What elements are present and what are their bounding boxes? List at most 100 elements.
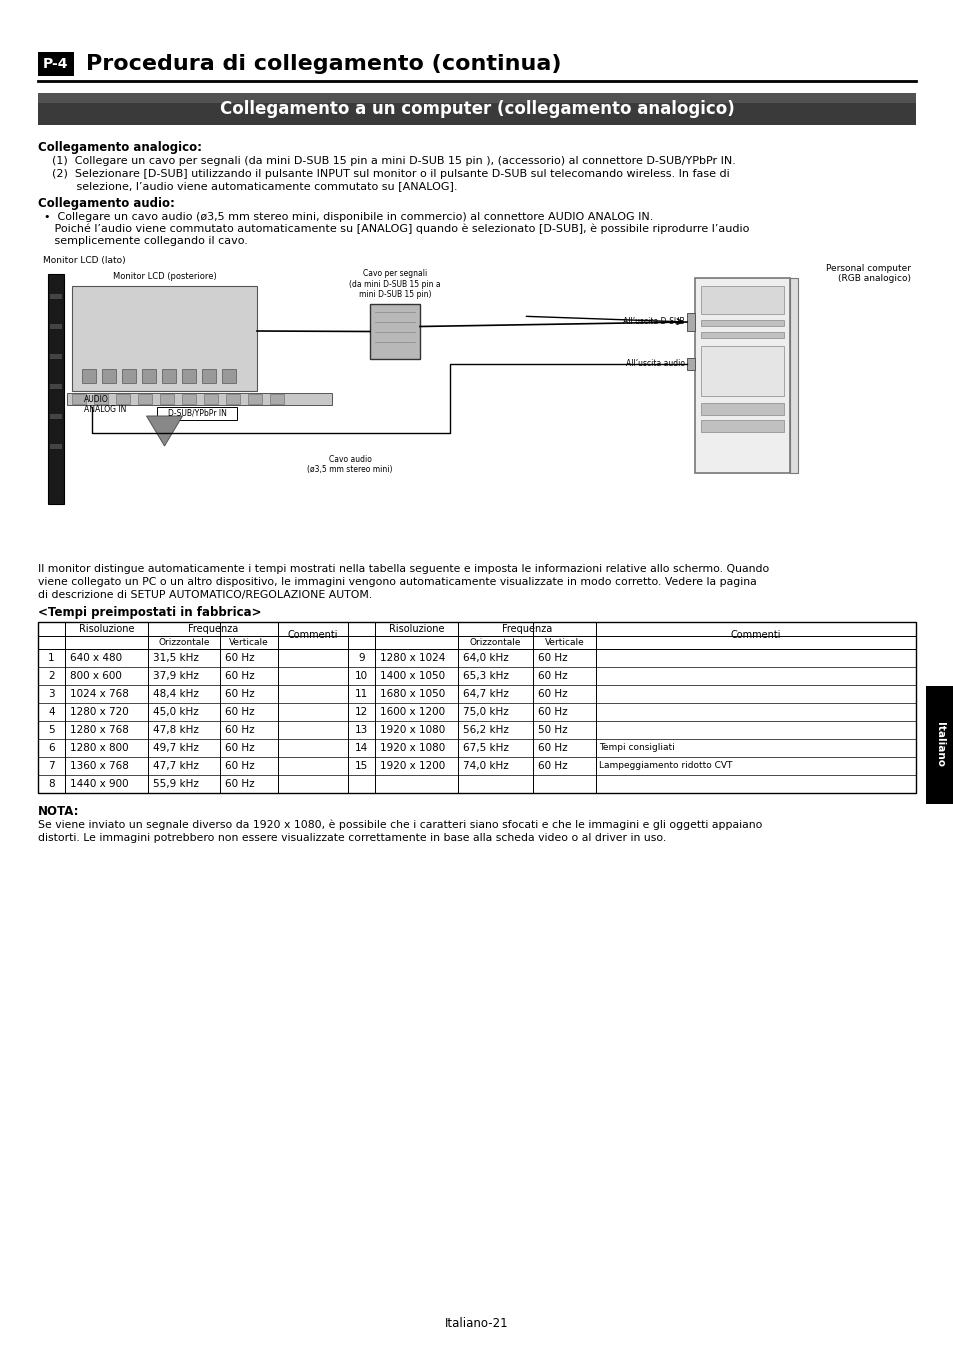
Text: 15: 15: [355, 761, 368, 771]
Bar: [116, 394, 130, 404]
Text: Il monitor distingue automaticamente i tempi mostrati nella tabella seguente e i: Il monitor distingue automaticamente i t…: [38, 564, 768, 574]
Bar: [38, 93, 915, 126]
Text: 60 Hz: 60 Hz: [225, 688, 254, 699]
Text: 60 Hz: 60 Hz: [225, 653, 254, 663]
Text: 1280 x 720: 1280 x 720: [70, 707, 129, 717]
Text: 31,5 kHz: 31,5 kHz: [152, 653, 198, 663]
Text: Orizzontale: Orizzontale: [469, 639, 520, 647]
Bar: [222, 369, 235, 383]
Bar: [202, 369, 215, 383]
Text: 60 Hz: 60 Hz: [537, 743, 567, 753]
Bar: [370, 304, 419, 359]
Text: Collegamento audio:: Collegamento audio:: [38, 197, 174, 211]
Text: 49,7 kHz: 49,7 kHz: [152, 743, 198, 753]
Text: Monitor LCD (lato): Monitor LCD (lato): [43, 256, 126, 265]
Bar: [82, 369, 96, 383]
Text: 1680 x 1050: 1680 x 1050: [379, 688, 445, 699]
Bar: [789, 278, 797, 472]
Bar: [138, 394, 152, 404]
Text: 1920 x 1080: 1920 x 1080: [379, 743, 445, 753]
Text: 55,9 kHz: 55,9 kHz: [152, 779, 198, 788]
Bar: [102, 369, 116, 383]
Text: 50 Hz: 50 Hz: [537, 725, 567, 734]
Bar: [157, 406, 236, 420]
Text: Tempi consigliati: Tempi consigliati: [598, 744, 674, 752]
Bar: [38, 93, 915, 103]
Text: Collegamento analogico:: Collegamento analogico:: [38, 140, 202, 154]
Text: distorti. Le immagini potrebbero non essere visualizzate correttamente in base a: distorti. Le immagini potrebbero non ess…: [38, 833, 665, 842]
Text: D-SUB/YPbPr IN: D-SUB/YPbPr IN: [168, 409, 226, 418]
Bar: [182, 369, 195, 383]
Text: 1280 x 1024: 1280 x 1024: [379, 653, 445, 663]
Text: 64,0 kHz: 64,0 kHz: [462, 653, 508, 663]
Text: 60 Hz: 60 Hz: [537, 671, 567, 680]
Text: Verticale: Verticale: [544, 639, 584, 647]
Text: (1)  Collegare un cavo per segnali (da mini D-SUB 15 pin a mini D-SUB 15 pin ), : (1) Collegare un cavo per segnali (da mi…: [52, 157, 735, 166]
Text: 1920 x 1200: 1920 x 1200: [379, 761, 445, 771]
Text: Lampeggiamento ridotto CVT: Lampeggiamento ridotto CVT: [598, 761, 732, 771]
Bar: [204, 394, 218, 404]
Bar: [48, 274, 64, 504]
Bar: [700, 404, 783, 414]
Text: 10: 10: [355, 671, 368, 680]
Text: Italiano-21: Italiano-21: [445, 1318, 508, 1330]
Bar: [71, 394, 86, 404]
Text: Cavo per segnali
(da mini D-SUB 15 pin a
mini D-SUB 15 pin): Cavo per segnali (da mini D-SUB 15 pin a…: [349, 269, 440, 298]
Text: 1440 x 900: 1440 x 900: [70, 779, 129, 788]
Bar: [122, 369, 136, 383]
Bar: [686, 313, 695, 331]
Text: NOTA:: NOTA:: [38, 805, 79, 818]
Bar: [94, 394, 108, 404]
Text: 47,7 kHz: 47,7 kHz: [152, 761, 198, 771]
Text: Procedura di collegamento (continua): Procedura di collegamento (continua): [86, 54, 561, 74]
Bar: [67, 393, 332, 405]
Text: 11: 11: [355, 688, 368, 699]
Bar: [38, 53, 74, 76]
Text: Italiano: Italiano: [934, 722, 944, 768]
Text: viene collegato un PC o un altro dispositivo, le immagini vengono automaticament: viene collegato un PC o un altro disposi…: [38, 576, 756, 587]
Text: 60 Hz: 60 Hz: [225, 707, 254, 717]
Text: 60 Hz: 60 Hz: [225, 725, 254, 734]
Text: 37,9 kHz: 37,9 kHz: [152, 671, 198, 680]
Text: Commenti: Commenti: [288, 630, 338, 640]
Text: Orizzontale: Orizzontale: [158, 639, 210, 647]
Text: Poiché l’audio viene commutato automaticamente su [ANALOG] quando è selezionato : Poiché l’audio viene commutato automatic…: [44, 224, 749, 235]
Text: Risoluzione: Risoluzione: [388, 624, 444, 634]
Text: 56,2 kHz: 56,2 kHz: [462, 725, 508, 734]
Bar: [50, 324, 62, 329]
Text: 12: 12: [355, 707, 368, 717]
Text: 60 Hz: 60 Hz: [225, 779, 254, 788]
Text: P-4: P-4: [43, 57, 69, 72]
Text: 1600 x 1200: 1600 x 1200: [379, 707, 445, 717]
Text: 1400 x 1050: 1400 x 1050: [379, 671, 445, 680]
Text: 4: 4: [49, 707, 54, 717]
Bar: [695, 278, 789, 472]
Text: 3: 3: [49, 688, 54, 699]
Text: 6: 6: [49, 743, 54, 753]
Text: 60 Hz: 60 Hz: [537, 688, 567, 699]
Text: 45,0 kHz: 45,0 kHz: [152, 707, 198, 717]
Bar: [50, 444, 62, 450]
Bar: [50, 354, 62, 359]
Text: 7: 7: [49, 761, 54, 771]
Text: 1: 1: [49, 653, 54, 663]
Bar: [248, 394, 262, 404]
Text: 64,7 kHz: 64,7 kHz: [462, 688, 508, 699]
Bar: [50, 414, 62, 418]
Bar: [700, 286, 783, 315]
Text: 1024 x 768: 1024 x 768: [70, 688, 129, 699]
Bar: [700, 420, 783, 432]
Text: di descrizione di SETUP AUTOMATICO/REGOLAZIONE AUTOM.: di descrizione di SETUP AUTOMATICO/REGOL…: [38, 590, 372, 599]
Bar: [925, 686, 953, 805]
Text: 640 x 480: 640 x 480: [70, 653, 122, 663]
Text: Cavo audio
(ø3,5 mm stereo mini): Cavo audio (ø3,5 mm stereo mini): [307, 455, 393, 474]
Text: 2: 2: [49, 671, 54, 680]
Text: Frequenza: Frequenza: [188, 624, 238, 634]
Text: AUDIO
ANALOG IN: AUDIO ANALOG IN: [84, 396, 126, 414]
Text: 1360 x 768: 1360 x 768: [70, 761, 129, 771]
Bar: [71, 286, 256, 392]
Bar: [160, 394, 173, 404]
Text: 60 Hz: 60 Hz: [225, 761, 254, 771]
Text: 60 Hz: 60 Hz: [225, 671, 254, 680]
Text: (2)  Selezionare [D-SUB] utilizzando il pulsante INPUT sul monitor o il pulsante: (2) Selezionare [D-SUB] utilizzando il p…: [52, 169, 729, 180]
